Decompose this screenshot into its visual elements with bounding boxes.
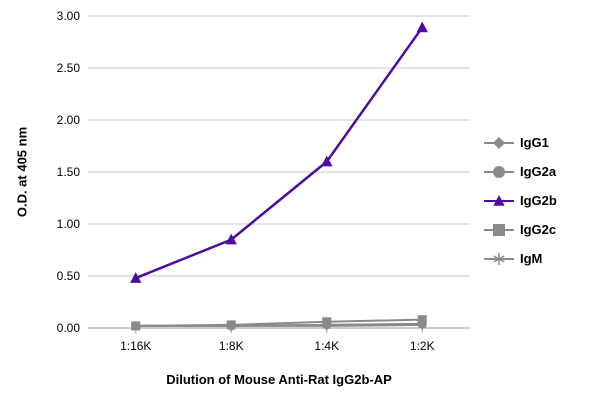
y-axis-title: O.D. at 405 nm bbox=[14, 126, 30, 218]
igm-asterisk-icon bbox=[322, 321, 332, 331]
igg2c-square-icon bbox=[417, 315, 427, 325]
y-tick-label: 2.50 bbox=[57, 61, 81, 75]
igg2a-circle-icon bbox=[484, 165, 514, 178]
legend-label: IgG2a bbox=[520, 164, 557, 179]
x-tick-label: 1:16K bbox=[120, 339, 151, 353]
x-tick-label: 1:8K bbox=[219, 339, 244, 353]
legend-label: IgG2b bbox=[520, 193, 557, 208]
igg2b-triangle-icon bbox=[416, 21, 428, 33]
igg2b-triangle-icon bbox=[130, 272, 142, 283]
igg1-diamond-icon bbox=[484, 136, 514, 149]
igg2a-circle-icon bbox=[493, 165, 505, 178]
y-tick-label: 2.00 bbox=[57, 113, 81, 127]
igm-asterisk-icon bbox=[493, 252, 505, 265]
igg1-diamond-icon bbox=[493, 136, 505, 149]
igm-asterisk-icon bbox=[484, 252, 514, 265]
igm-asterisk-icon bbox=[131, 321, 141, 331]
x-axis-title: Dilution of Mouse Anti-Rat IgG2b-AP bbox=[166, 372, 392, 387]
legend-item-igg2a: IgG2a bbox=[484, 162, 557, 181]
legend-item-igm: IgM bbox=[484, 249, 557, 268]
y-tick-label: 3.00 bbox=[57, 9, 81, 23]
legend-label: IgM bbox=[520, 251, 543, 266]
igm-asterisk-icon bbox=[226, 321, 236, 331]
y-tick-label: 0.00 bbox=[57, 321, 81, 335]
legend-label: IgG1 bbox=[520, 135, 549, 150]
legend-item-igg2c: IgG2c bbox=[484, 220, 557, 239]
legend-label: IgG2c bbox=[520, 222, 557, 237]
y-tick-label: 1.00 bbox=[57, 217, 81, 231]
legend-item-igg1: IgG1 bbox=[484, 133, 557, 152]
x-tick-label: 1:4K bbox=[314, 339, 339, 353]
y-tick-label: 1.50 bbox=[57, 165, 81, 179]
igg2b-triangle-icon bbox=[484, 194, 514, 206]
series-line-igg2b bbox=[135, 26, 424, 280]
igg2b-triangle-icon bbox=[225, 233, 237, 245]
igm-asterisk-icon bbox=[417, 320, 427, 330]
igg2c-square-icon bbox=[484, 223, 514, 236]
igg2b-triangle-icon bbox=[493, 194, 505, 206]
igg2c-square-icon bbox=[493, 223, 505, 236]
series-line-igm bbox=[135, 323, 423, 327]
igg2b-triangle-icon bbox=[321, 155, 333, 167]
legend-item-igg2b: IgG2b bbox=[484, 191, 557, 210]
legend: IgG1 IgG2a IgG2b IgG2c IgM bbox=[484, 133, 557, 268]
x-tick-label: 1:2K bbox=[410, 339, 435, 353]
y-tick-label: 0.50 bbox=[57, 269, 81, 283]
